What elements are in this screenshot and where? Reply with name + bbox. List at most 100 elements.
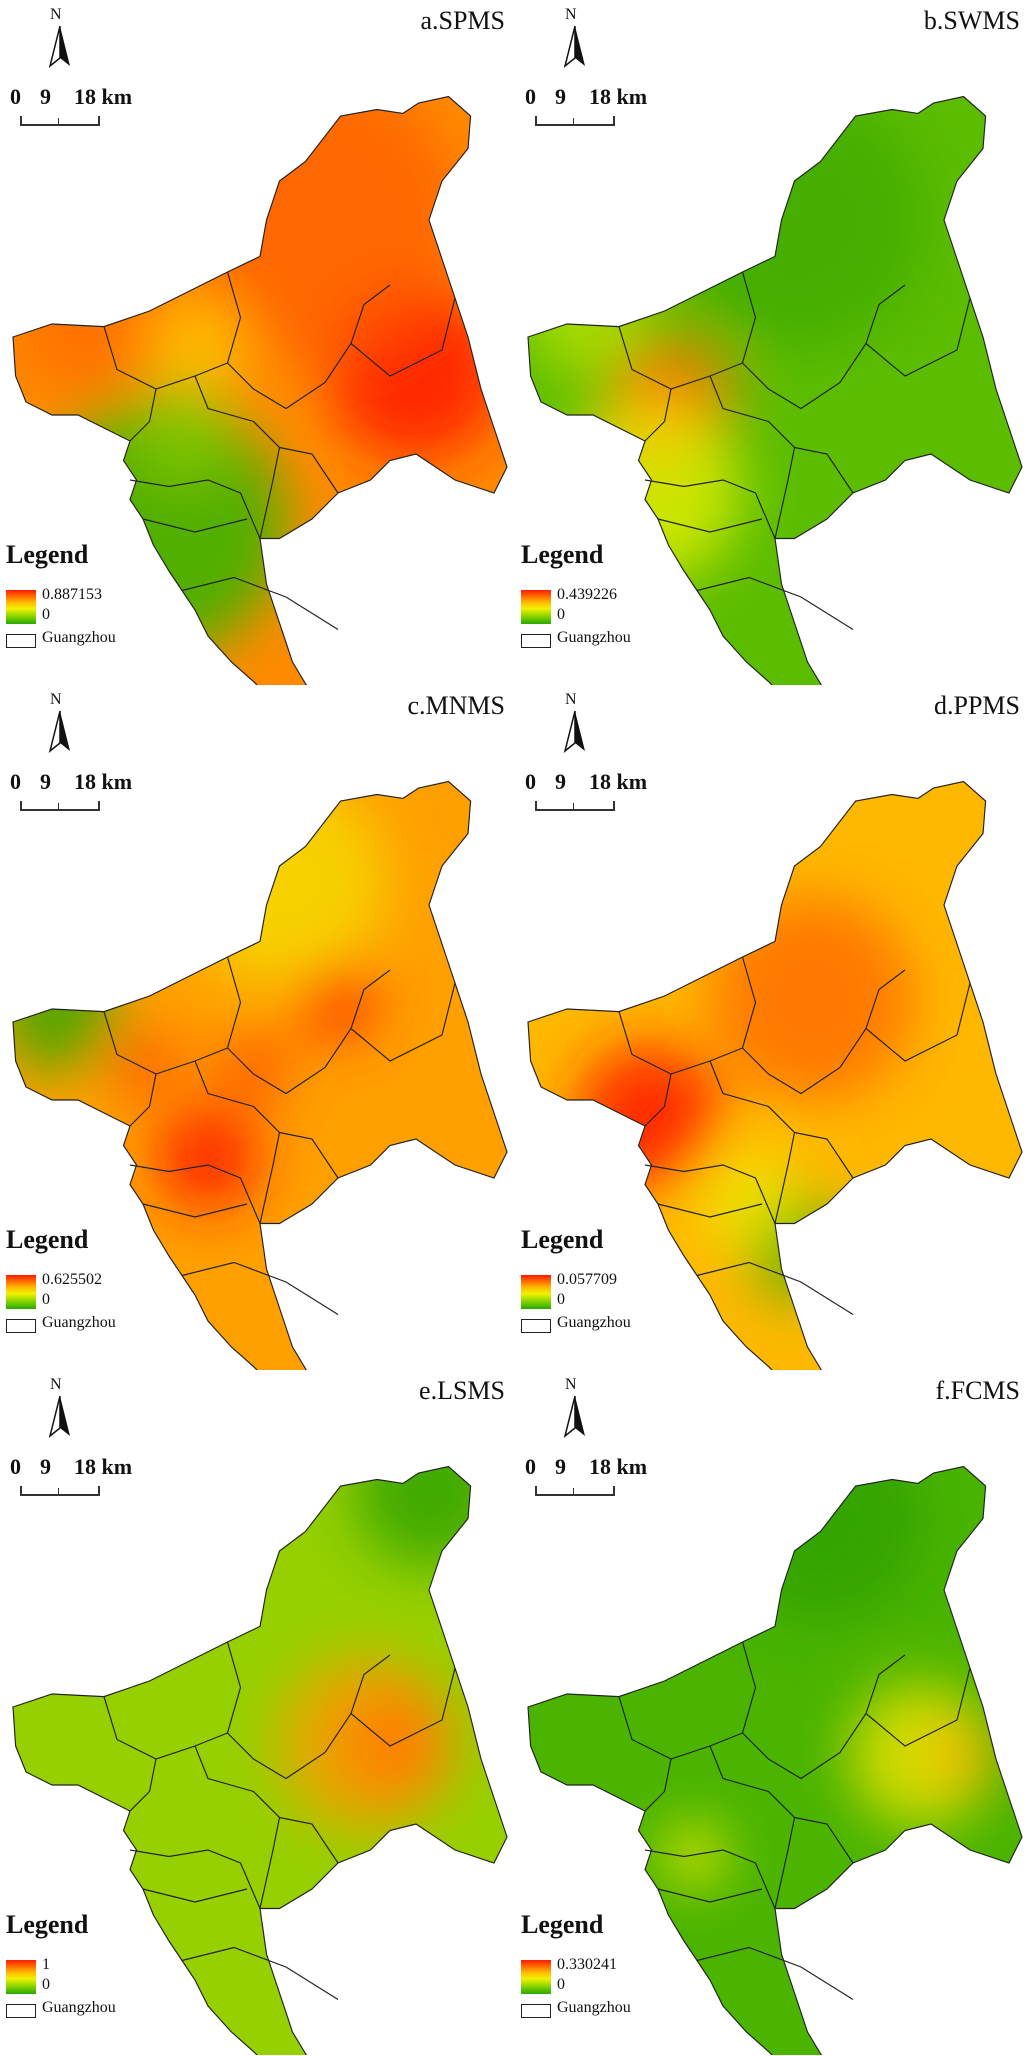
north-label: N bbox=[50, 691, 62, 708]
district-boundary bbox=[129, 1164, 261, 1224]
north-label: N bbox=[565, 6, 577, 23]
legend-max-value: 0.057709 bbox=[557, 1271, 617, 1288]
district-boundary bbox=[194, 1745, 281, 1909]
heat-hotspot bbox=[528, 252, 647, 377]
district-boundary bbox=[865, 297, 971, 377]
map-image bbox=[12, 1465, 508, 2055]
scale-bar: 0 9 18 km bbox=[6, 1454, 146, 1496]
district-boundary bbox=[696, 1946, 854, 2000]
legend: Legend 0.887153 0 Guangzhou bbox=[6, 540, 206, 660]
city-boundary bbox=[527, 1465, 1023, 2055]
heat-hotspot bbox=[156, 1107, 260, 1210]
panel-e: e.LSMS N 0 9 18 km Legend 1 0 Guangzhou bbox=[0, 1370, 515, 2055]
panel-title: a.SPMS bbox=[420, 6, 505, 35]
scale-bar: 0 9 18 km bbox=[6, 84, 146, 126]
north-arrow-icon: N bbox=[40, 1376, 80, 1446]
scale-bar-line bbox=[20, 116, 100, 126]
scale-tick-label: 9 bbox=[555, 1454, 566, 1479]
heat-hotspot bbox=[179, 781, 386, 985]
scale-tick-label: 9 bbox=[40, 1454, 51, 1479]
legend-max-value: 1 bbox=[42, 1956, 50, 1973]
city-boundary bbox=[527, 95, 1023, 685]
scale-tick-label: 9 bbox=[40, 769, 51, 794]
district-boundary bbox=[129, 388, 157, 442]
district-boundary bbox=[181, 1946, 339, 2000]
north-label: N bbox=[565, 1376, 577, 1393]
district-boundary bbox=[129, 1758, 157, 1812]
panel-title: f.FCMS bbox=[935, 1376, 1020, 1405]
district-boundary bbox=[181, 1261, 339, 1315]
map-image bbox=[527, 780, 1023, 1370]
boundary-swatch bbox=[6, 1319, 36, 1333]
district-boundary bbox=[794, 1816, 854, 1864]
scale-tick-label: 18 km bbox=[589, 769, 648, 794]
heat-hotspot bbox=[848, 1682, 994, 1828]
north-arrow-icon: N bbox=[555, 1376, 595, 1446]
color-ramp bbox=[521, 1960, 551, 1994]
scale-bar: 0 9 18 km bbox=[521, 1454, 661, 1496]
map-image bbox=[527, 1465, 1023, 2055]
panel-title: e.LSMS bbox=[419, 1376, 505, 1405]
panel-c: c.MNMS N 0 9 18 km Legend 0.625502 0 Guangzhou bbox=[0, 685, 515, 1370]
scale-bar-mid-tick bbox=[58, 803, 59, 809]
compass-arrow-icon bbox=[563, 25, 585, 68]
legend-min-value: 0 bbox=[557, 1976, 565, 1993]
scale-tick-label: 0 bbox=[525, 769, 536, 794]
panel-title: b.SWMS bbox=[923, 6, 1020, 35]
district-boundary bbox=[350, 982, 456, 1062]
district-boundary bbox=[129, 1849, 261, 1909]
color-ramp bbox=[521, 1275, 551, 1309]
district-boundary bbox=[696, 1261, 854, 1315]
panel-d: d.PPMS N 0 9 18 km Legend 0.057709 0 Guangzhou bbox=[515, 685, 1030, 1370]
scale-bar-line bbox=[535, 1486, 615, 1496]
scale-tick-label: 0 bbox=[10, 84, 21, 109]
panel-b: b.SWMS N 0 9 18 km Legend 0.439226 0 Guangzhou bbox=[515, 0, 1030, 685]
color-ramp bbox=[6, 590, 36, 624]
scale-tick-label: 0 bbox=[10, 769, 21, 794]
district-boundary bbox=[741, 956, 906, 1095]
scale-bar-mid-tick bbox=[573, 118, 574, 124]
heat-hotspot bbox=[107, 1028, 180, 1101]
legend-max-value: 0.625502 bbox=[42, 1271, 102, 1288]
district-boundary bbox=[226, 956, 391, 1095]
heat-hotspot bbox=[146, 292, 250, 396]
district-boundary bbox=[709, 1060, 796, 1224]
north-label: N bbox=[565, 691, 577, 708]
scale-tick-label: 9 bbox=[40, 84, 51, 109]
legend-max-value: 0.439226 bbox=[557, 586, 617, 603]
scale-bar-line bbox=[535, 116, 615, 126]
scale-tick-label: 18 km bbox=[74, 769, 133, 794]
map-image bbox=[12, 95, 508, 685]
legend-min-value: 0 bbox=[557, 606, 565, 623]
north-arrow-icon: N bbox=[40, 6, 80, 76]
legend: Legend 1 0 Guangzhou bbox=[6, 1910, 206, 2030]
heat-hotspot bbox=[216, 1033, 289, 1107]
boundary-label: Guangzhou bbox=[42, 1999, 116, 2016]
boundary-label: Guangzhou bbox=[557, 1314, 631, 1331]
district-boundary bbox=[350, 1667, 456, 1747]
compass-arrow-icon bbox=[48, 1395, 70, 1438]
boundary-swatch bbox=[6, 2004, 36, 2018]
legend-min-value: 0 bbox=[42, 606, 50, 623]
scale-tick-label: 18 km bbox=[589, 84, 648, 109]
compass-arrow-icon bbox=[563, 1395, 585, 1438]
boundary-label: Guangzhou bbox=[42, 1314, 116, 1331]
scale-tick-label: 18 km bbox=[74, 84, 133, 109]
map-image bbox=[527, 95, 1023, 685]
compass-arrow-icon bbox=[48, 710, 70, 753]
heat-hotspot bbox=[278, 1655, 454, 1831]
district-boundary bbox=[142, 1888, 248, 1903]
city-boundary bbox=[12, 95, 508, 685]
district-boundary bbox=[865, 982, 971, 1062]
panel-title: c.MNMS bbox=[407, 691, 505, 720]
legend-title: Legend bbox=[6, 540, 89, 569]
boundary-label: Guangzhou bbox=[557, 629, 631, 646]
district-boundary bbox=[129, 479, 261, 539]
color-ramp bbox=[521, 590, 551, 624]
color-ramp bbox=[6, 1275, 36, 1309]
map-image bbox=[12, 780, 508, 1370]
heat-hotspot bbox=[353, 1466, 507, 1567]
boundary-label: Guangzhou bbox=[557, 1999, 631, 2016]
scale-tick-label: 0 bbox=[525, 84, 536, 109]
